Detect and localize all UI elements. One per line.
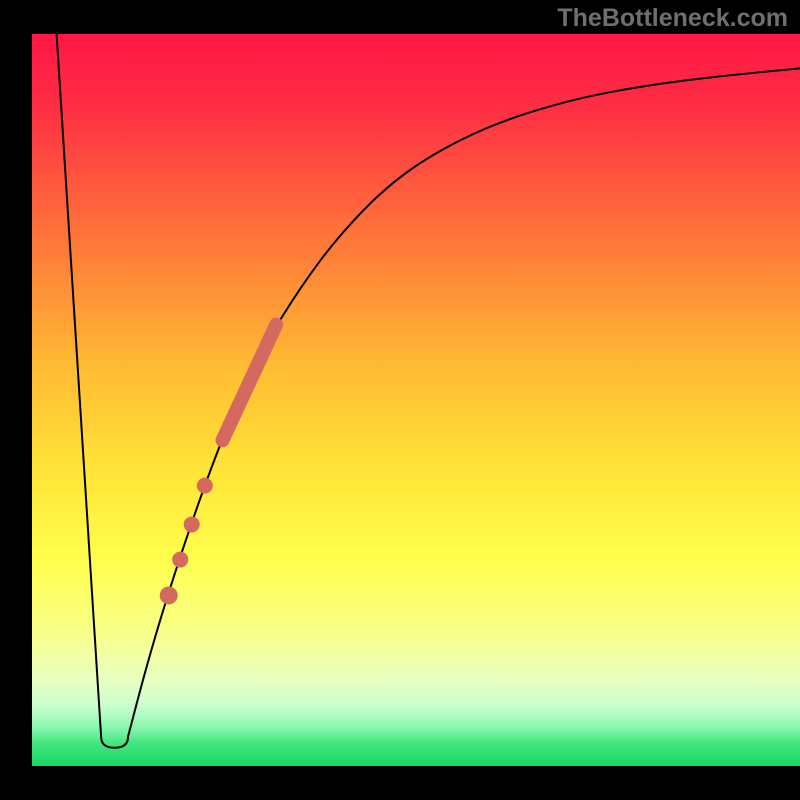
- chart-frame: TheBottleneck.com: [0, 0, 800, 800]
- curve-path: [57, 34, 800, 748]
- marker-dot: [197, 478, 213, 494]
- bottleneck-curve: [32, 34, 800, 766]
- marker-dot: [160, 586, 178, 604]
- marker-dot: [172, 552, 188, 568]
- marker-dot: [184, 516, 200, 532]
- watermark-text: TheBottleneck.com: [557, 4, 788, 33]
- plot-area: [32, 34, 800, 766]
- marker-segment: [222, 325, 276, 441]
